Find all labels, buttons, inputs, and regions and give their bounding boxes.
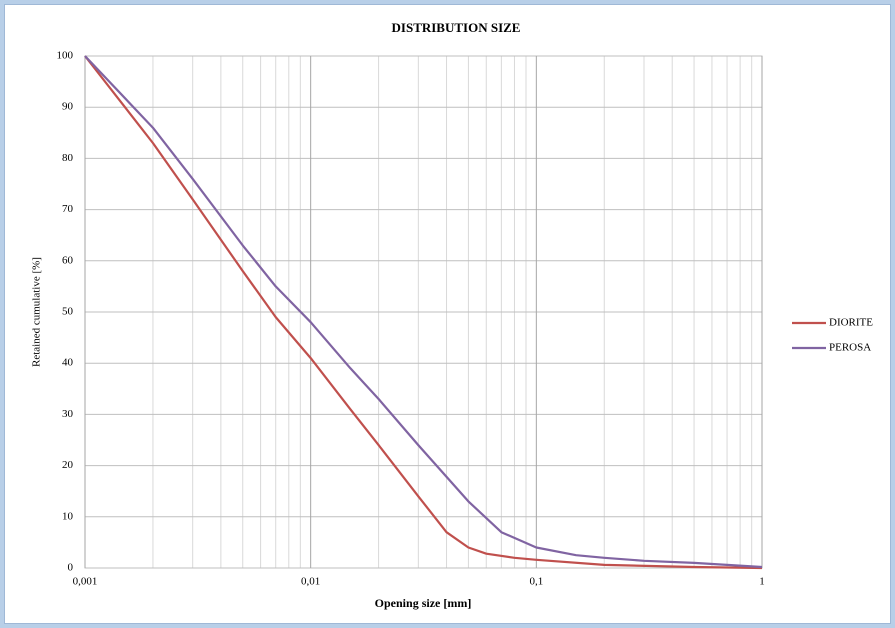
y-tick-label: 0 xyxy=(68,562,74,574)
series-line xyxy=(84,55,763,569)
y-tick-label: 20 xyxy=(62,459,74,471)
y-tick-label: 80 xyxy=(62,152,74,164)
x-tick-label: 0,1 xyxy=(529,576,543,588)
series-line xyxy=(84,55,763,570)
x-tick-label: 0,01 xyxy=(301,576,320,588)
legend-label: PEROSA xyxy=(829,342,871,354)
x-tick-label: 0,001 xyxy=(73,576,98,588)
y-tick-label: 30 xyxy=(62,408,74,420)
y-tick-label: 70 xyxy=(62,203,74,215)
x-axis-title: Opening size [mm] xyxy=(375,596,472,610)
x-tick-label: 1 xyxy=(759,576,765,588)
y-axis-title: Retained cumulative [%] xyxy=(31,257,43,367)
y-tick-label: 90 xyxy=(62,101,74,113)
legend-label: DIORITE xyxy=(829,317,873,329)
chart-title: DISTRIBUTION SIZE xyxy=(392,20,521,35)
y-tick-label: 60 xyxy=(62,254,74,266)
y-tick-label: 50 xyxy=(62,306,74,318)
y-tick-label: 10 xyxy=(62,510,74,522)
y-tick-label: 40 xyxy=(62,357,74,369)
y-tick-label: 100 xyxy=(57,50,74,62)
